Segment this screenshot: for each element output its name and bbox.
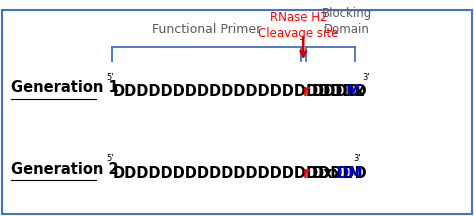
Text: r: r (303, 84, 310, 99)
Text: 3': 3' (354, 154, 361, 163)
Text: DDDD: DDDD (312, 84, 360, 99)
Text: Generation 1: Generation 1 (11, 80, 119, 95)
Text: Blocking
Domain: Blocking Domain (321, 7, 372, 36)
Text: Dxx: Dxx (312, 166, 343, 181)
Text: RNase H2
Cleavage site: RNase H2 Cleavage site (258, 11, 339, 40)
Text: 3': 3' (363, 73, 370, 82)
Text: DM: DM (337, 166, 364, 181)
Text: DDDDDDDDDDDDDDDDDDDDD: DDDDDDDDDDDDDDDDDDDDD (112, 166, 367, 181)
Text: 5': 5' (106, 73, 114, 82)
Text: M: M (346, 84, 360, 99)
Text: x: x (355, 84, 364, 99)
Text: Functional Primer: Functional Primer (152, 23, 261, 36)
Text: DDDDDDDDDDDDDDDDDDDDD: DDDDDDDDDDDDDDDDDDDDD (112, 84, 367, 99)
Text: 5': 5' (106, 154, 114, 163)
Text: Generation 2: Generation 2 (11, 162, 119, 177)
Text: r: r (303, 166, 310, 181)
